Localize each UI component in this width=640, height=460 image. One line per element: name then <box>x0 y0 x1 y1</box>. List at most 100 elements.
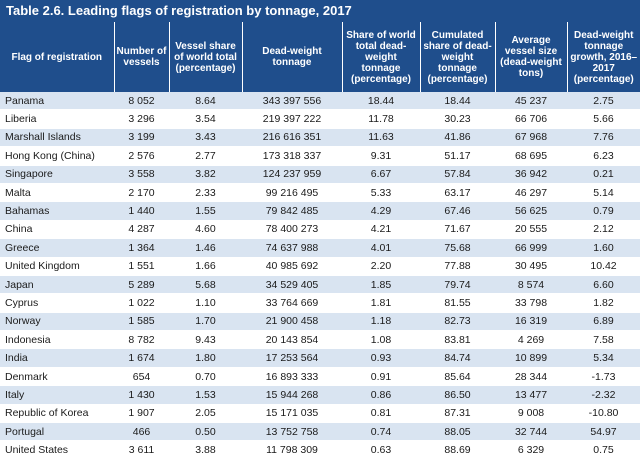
dwt-cell: 74 637 988 <box>242 238 342 258</box>
dwt-share-cell: 0.74 <box>342 422 420 442</box>
table-row: Panama 8 052 8.64 343 397 556 18.44 18.44 45 2… <box>0 92 640 111</box>
vessel-share-cell: 2.05 <box>169 404 242 424</box>
header-vessel-share: Vessel share of world total (percentage) <box>168 22 242 92</box>
vessel-share-cell: 2.77 <box>169 146 242 166</box>
dwt-cell: 216 616 351 <box>242 128 342 148</box>
dwt-cell: 15 944 268 <box>242 385 342 405</box>
dwt-share-cell: 1.18 <box>342 312 420 332</box>
dwt-cell: 13 752 758 <box>242 422 342 442</box>
vessels-cell: 3 558 <box>114 165 169 184</box>
dwt-share-cell: 4.21 <box>342 220 420 240</box>
vessel-share-cell: 0.70 <box>169 367 242 387</box>
dwt-cell: 34 529 405 <box>242 275 342 295</box>
table-row: India 1 674 1.80 17 253 564 0.93 84.74 10 899 5… <box>0 348 640 368</box>
flag-cell: Liberia <box>0 109 114 129</box>
growth-cell: 54.97 <box>567 422 640 442</box>
header-row: Flag of registration Number of vessels V… <box>0 22 640 92</box>
dwt-cell: 78 400 273 <box>242 220 342 240</box>
dwt-share-cell: 6.67 <box>342 165 420 184</box>
avg-size-cell: 4 269 <box>495 330 567 350</box>
flag-cell: China <box>0 220 114 240</box>
vessels-cell: 3 199 <box>114 128 169 148</box>
vessels-cell: 8 782 <box>114 330 169 350</box>
vessel-share-cell: 1.10 <box>169 293 242 313</box>
dwt-share-cell: 0.91 <box>342 367 420 387</box>
cumulated-share-cell: 85.64 <box>420 367 495 387</box>
avg-size-cell: 20 555 <box>495 220 567 240</box>
cumulated-share-cell: 57.84 <box>420 165 495 184</box>
vessels-cell: 1 551 <box>114 257 169 276</box>
dwt-share-cell: 11.63 <box>342 128 420 148</box>
vessel-share-cell: 1.66 <box>169 257 242 276</box>
cumulated-share-cell: 83.81 <box>420 330 495 350</box>
table-row: Italy 1 430 1.53 15 944 268 0.86 86.50 13 477-… <box>0 385 640 405</box>
header-growth: Dead-weight tonnage growth, 2016–2017 (p… <box>566 22 640 92</box>
cumulated-share-cell: 51.17 <box>420 146 495 166</box>
flag-cell: United States <box>0 440 114 460</box>
table-row: Marshall Islands 3 199 3.43 216 616 351 11.6… <box>0 128 640 148</box>
header-avg-size: Average vessel size (dead-weight tons) <box>494 22 567 92</box>
vessels-cell: 3 611 <box>114 440 169 460</box>
vessel-share-cell: 3.82 <box>169 165 242 184</box>
header-cumulated-share: Cumulated share of dead-weight tonnage (… <box>419 22 495 92</box>
flag-cell: Marshall Islands <box>0 128 114 148</box>
avg-size-cell: 30 495 <box>495 257 567 276</box>
table-row: Cyprus 1 022 1.10 33 764 669 1.81 81.55 33 798… <box>0 293 640 313</box>
dwt-cell: 33 764 669 <box>242 293 342 313</box>
growth-cell: 7.76 <box>567 128 640 148</box>
vessels-cell: 1 430 <box>114 385 169 405</box>
flag-cell: Japan <box>0 275 114 295</box>
cumulated-share-cell: 77.88 <box>420 257 495 276</box>
avg-size-cell: 32 744 <box>495 422 567 442</box>
dwt-share-cell: 1.08 <box>342 330 420 350</box>
growth-cell: 5.34 <box>567 348 640 368</box>
dwt-share-cell: 0.86 <box>342 385 420 405</box>
table-row: Portugal 466 0.50 13 752 758 0.74 88.05 32 744… <box>0 422 640 442</box>
cumulated-share-cell: 82.73 <box>420 312 495 332</box>
cumulated-share-cell: 88.05 <box>420 422 495 442</box>
avg-size-cell: 67 968 <box>495 128 567 148</box>
growth-cell: 1.60 <box>567 238 640 258</box>
dwt-share-cell: 0.63 <box>342 440 420 460</box>
dwt-share-cell: 9.31 <box>342 146 420 166</box>
dwt-share-cell: 0.81 <box>342 404 420 424</box>
table-row: Singapore 3 558 3.82 124 237 959 6.67 57.84 36… <box>0 165 640 184</box>
vessels-cell: 1 585 <box>114 312 169 332</box>
header-flag: Flag of registration <box>0 22 114 92</box>
dwt-share-cell: 0.93 <box>342 348 420 368</box>
table-row: Norway 1 585 1.70 21 900 458 1.18 82.73 16 319… <box>0 312 640 332</box>
dwt-cell: 21 900 458 <box>242 312 342 332</box>
cumulated-share-cell: 41.86 <box>420 128 495 148</box>
growth-cell: 5.14 <box>567 183 640 203</box>
cumulated-share-cell: 87.31 <box>420 404 495 424</box>
dwt-cell: 11 798 309 <box>242 440 342 460</box>
dwt-share-cell: 1.81 <box>342 293 420 313</box>
vessels-cell: 466 <box>114 422 169 442</box>
growth-cell: -2.32 <box>567 385 640 405</box>
vessels-cell: 4 287 <box>114 220 169 240</box>
dwt-cell: 40 985 692 <box>242 257 342 276</box>
vessels-cell: 1 907 <box>114 404 169 424</box>
table-row: Malta 2 170 2.33 99 216 495 5.33 63.17 46 297 5… <box>0 183 640 203</box>
avg-size-cell: 33 798 <box>495 293 567 313</box>
flag-cell: Norway <box>0 312 114 332</box>
avg-size-cell: 9 008 <box>495 404 567 424</box>
dwt-cell: 173 318 337 <box>242 146 342 166</box>
dwt-cell: 16 893 333 <box>242 367 342 387</box>
dwt-share-cell: 5.33 <box>342 183 420 203</box>
table-row: Liberia 3 296 3.54 219 397 222 11.78 30.23 66 … <box>0 109 640 129</box>
flag-cell: Portugal <box>0 422 114 442</box>
flag-cell: Bahamas <box>0 201 114 221</box>
header-dwt-share: Share of world total dead-weight tonnage… <box>341 22 420 92</box>
table-row: Republic of Korea 1 907 2.05 15 171 035 0.81… <box>0 404 640 424</box>
dwt-cell: 343 397 556 <box>242 92 342 111</box>
cumulated-share-cell: 67.46 <box>420 201 495 221</box>
avg-size-cell: 66 706 <box>495 109 567 129</box>
vessels-cell: 2 170 <box>114 183 169 203</box>
vessels-cell: 5 289 <box>114 275 169 295</box>
dwt-cell: 124 237 959 <box>242 165 342 184</box>
flag-cell: Malta <box>0 183 114 203</box>
cumulated-share-cell: 75.68 <box>420 238 495 258</box>
flag-cell: Greece <box>0 238 114 258</box>
cumulated-share-cell: 81.55 <box>420 293 495 313</box>
